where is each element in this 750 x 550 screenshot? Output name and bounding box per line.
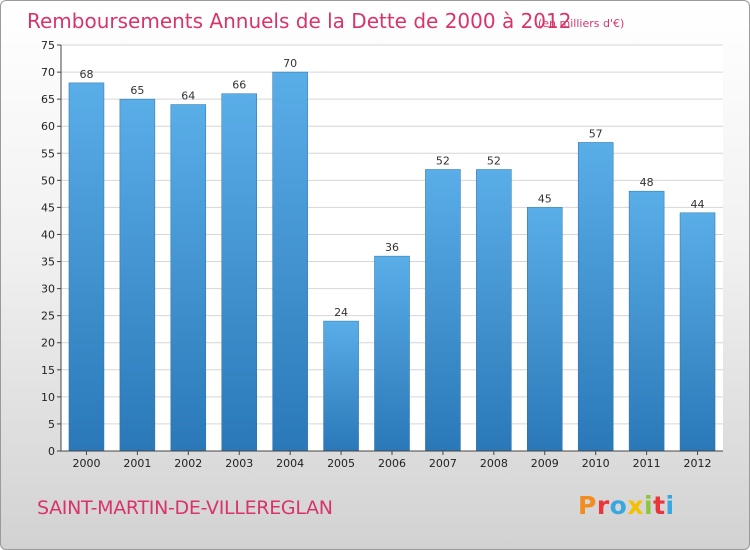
bar-2009 xyxy=(527,207,563,452)
value-label-2008: 52 xyxy=(487,155,501,168)
y-tick-label: 65 xyxy=(41,93,55,106)
y-tick-label: 70 xyxy=(41,66,55,79)
x-tick-label-2012: 2012 xyxy=(684,457,712,470)
logo-letter: P xyxy=(578,491,597,520)
bar-2007 xyxy=(425,169,461,452)
proxiti-logo: Proxiti xyxy=(578,491,675,520)
chart-unit: (en milliers d'€) xyxy=(538,17,625,30)
x-tick-label-2007: 2007 xyxy=(429,457,457,470)
x-tick-label-2005: 2005 xyxy=(327,457,355,470)
bar-2000 xyxy=(68,82,105,452)
value-label-2000: 68 xyxy=(79,68,93,81)
bar-2005 xyxy=(323,320,359,452)
chart-title: Remboursements Annuels de la Dette de 20… xyxy=(27,9,572,33)
bar-2001 xyxy=(119,98,156,452)
bar-2004 xyxy=(272,71,308,452)
y-tick-label: 30 xyxy=(41,283,55,296)
bar-2012 xyxy=(679,212,716,452)
commune-name: SAINT-MARTIN-DE-VILLEREGLAN xyxy=(37,497,333,519)
value-label-2002: 64 xyxy=(181,90,195,103)
y-tick-label: 75 xyxy=(41,39,55,52)
value-label-2006: 36 xyxy=(385,241,399,254)
bar-2002 xyxy=(170,104,207,452)
logo-letter: t xyxy=(653,491,666,520)
value-label-2011: 48 xyxy=(640,176,654,189)
x-tick-label-2004: 2004 xyxy=(276,457,304,470)
logo-letter: x xyxy=(627,491,644,520)
y-tick-label: 15 xyxy=(41,364,55,377)
logo-letter: i xyxy=(644,491,654,520)
bar-2003 xyxy=(221,93,257,452)
bar-2010 xyxy=(577,142,614,452)
x-tick-label-2000: 2000 xyxy=(72,457,100,470)
y-tick-label: 35 xyxy=(41,256,55,269)
x-tick-label-2011: 2011 xyxy=(633,457,661,470)
bar-2008 xyxy=(476,169,512,452)
value-label-2004: 70 xyxy=(283,57,297,70)
logo-letter: r xyxy=(596,491,610,520)
x-tick-label-2001: 2001 xyxy=(123,457,151,470)
y-tick-label: 0 xyxy=(48,445,55,458)
value-label-2012: 44 xyxy=(691,198,705,211)
value-label-2007: 52 xyxy=(436,155,450,168)
y-axis: 0 5 10 15 20 25 30 35 40 45 50 55 60 65 70 75 xyxy=(41,39,62,458)
y-tick-label: 60 xyxy=(41,120,55,133)
x-axis: 2000 2001 2002 2003 2004 2005 2006 2007 2008 2009… xyxy=(61,450,723,470)
value-label-2001: 65 xyxy=(130,84,144,97)
y-tick-label: 5 xyxy=(48,418,55,431)
value-label-2003: 66 xyxy=(232,79,246,92)
y-tick-label: 50 xyxy=(41,174,55,187)
x-tick-label-2003: 2003 xyxy=(225,457,253,470)
value-label-2005: 24 xyxy=(334,306,348,319)
bar-2011 xyxy=(628,190,665,452)
logo-letter: o xyxy=(609,491,628,520)
x-tick-label-2006: 2006 xyxy=(378,457,406,470)
y-tick-label: 25 xyxy=(41,310,55,323)
y-tick-label: 40 xyxy=(41,228,55,241)
bar-2006 xyxy=(374,255,410,452)
y-tick-label: 55 xyxy=(41,147,55,160)
y-tick-label: 10 xyxy=(41,391,55,404)
y-tick-label: 20 xyxy=(41,337,55,350)
x-tick-label-2002: 2002 xyxy=(174,457,202,470)
value-label-2010: 57 xyxy=(589,127,603,140)
y-tick-label: 45 xyxy=(41,201,55,214)
x-tick-label-2010: 2010 xyxy=(582,457,610,470)
logo-letter: i xyxy=(665,491,675,520)
x-tick-label-2008: 2008 xyxy=(480,457,508,470)
bars: 68 65 64 66 70 24 36 52 52 45 57 48 44 xyxy=(68,57,716,452)
x-tick-label-2009: 2009 xyxy=(531,457,559,470)
value-label-2009: 45 xyxy=(538,192,552,205)
